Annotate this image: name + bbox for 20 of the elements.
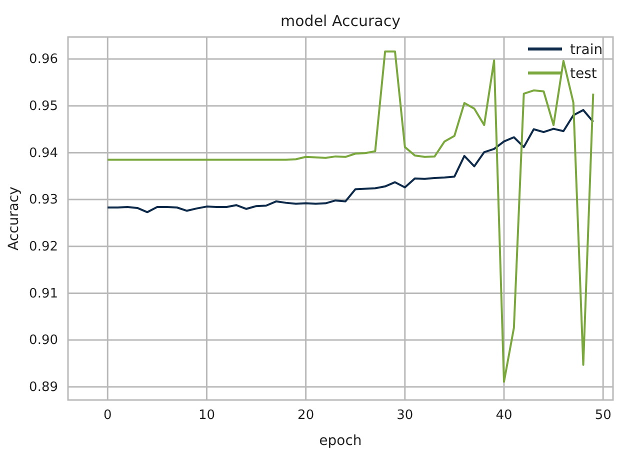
chart-title: model Accuracy [280, 12, 401, 30]
x-tick-label: 40 [496, 408, 512, 424]
y-axis-title: Accuracy [6, 186, 22, 250]
y-tick-label: 0.94 [29, 146, 58, 161]
x-tick-label: 20 [298, 408, 314, 424]
y-tick-label: 0.90 [29, 333, 58, 348]
line-series [106, 109, 594, 214]
x-axis-title: epoch [319, 433, 362, 449]
x-tick-label: 30 [396, 408, 414, 424]
y-tick-label: 0.91 [29, 286, 58, 302]
x-tick-label: 0 [103, 408, 112, 424]
y-tick-label: 0.93 [29, 192, 58, 208]
legend-label: train [570, 42, 603, 58]
y-tick-label: 0.92 [29, 240, 58, 255]
x-tick-label: 50 [594, 408, 612, 424]
x-tick-label: 10 [198, 408, 215, 424]
y-tick-label: 0.96 [29, 52, 58, 68]
legend-label: test [570, 66, 598, 82]
y-tick-label: 0.89 [29, 380, 58, 396]
y-tick-label: 0.95 [29, 99, 58, 114]
